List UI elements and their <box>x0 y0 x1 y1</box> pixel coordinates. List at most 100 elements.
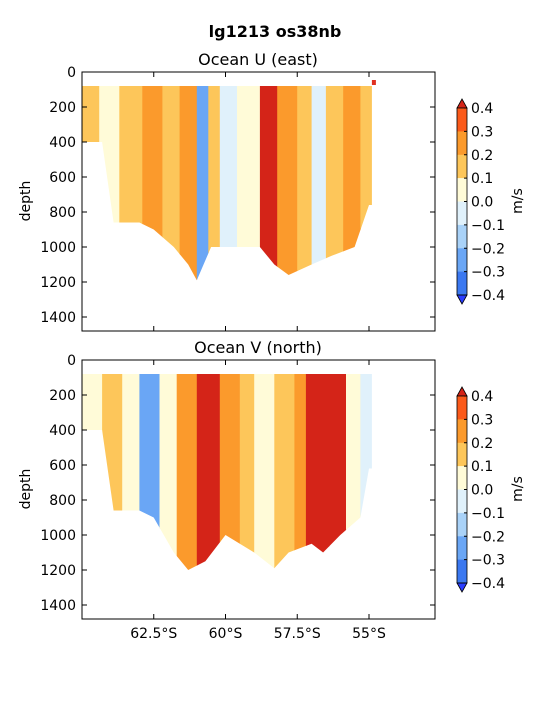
band-u-15 <box>325 86 344 281</box>
ytick-label-u-400: 400 <box>49 135 76 151</box>
y-ticks-u: 0 200 400 600 800 1000 1200 1400 <box>40 65 435 326</box>
colorbar-v: 0.4 0.3 0.2 0.1 0.0 −0.1 −0.2 −0.3 −0.4 <box>456 386 505 593</box>
colorbar-tick-label-u-6: −0.2 <box>471 241 505 257</box>
colorbar-bin-v-4 <box>457 489 467 514</box>
band-u-17 <box>360 86 372 281</box>
colorbar-bin-v-0 <box>457 396 467 420</box>
figure-title: lg1213 os38nb <box>209 22 342 41</box>
band-v-14 <box>346 374 361 570</box>
colorbar-tick-label-v-2: 0.2 <box>471 436 493 452</box>
colorbar-bin-u-4 <box>457 201 467 226</box>
band-v-4 <box>159 374 178 570</box>
band-u-2 <box>119 86 143 281</box>
y-ticks-v: 0 200 400 600 800 1000 1200 1400 <box>40 353 435 614</box>
panel-title-ocean-u: Ocean U (east) <box>198 50 318 69</box>
colorbar-bin-u-0 <box>457 108 467 132</box>
colorbar-bin-u-3 <box>457 178 467 202</box>
panel-ocean-v: Ocean V (north) 0 200 400 600 800 1000 1200 140… <box>18 338 436 642</box>
colorbar-u: 0.4 0.3 0.2 0.1 0.0 −0.1 −0.2 −0.3 −0.4 <box>456 98 505 305</box>
ytick-label-v-1200: 1200 <box>40 563 76 579</box>
ytick-label-u-0: 0 <box>67 65 76 81</box>
band-v-12 <box>305 374 330 570</box>
colorbar-bin-u-5 <box>457 224 467 249</box>
colorbar-extend-max-u <box>456 98 468 109</box>
colorbar-extend-max-v <box>456 386 468 397</box>
ytick-label-u-1000: 1000 <box>40 240 76 256</box>
band-u-4 <box>162 86 181 281</box>
x-ticks-u <box>153 72 370 331</box>
surface-marker-u <box>371 80 376 85</box>
colorbar-label-u: m/s <box>510 188 526 214</box>
data-region-u <box>82 86 372 281</box>
y-axis-label-u: depth <box>18 181 34 222</box>
axes-frame-v <box>81 359 436 620</box>
colorbar-tick-label-u-1: 0.3 <box>471 124 493 140</box>
colorbar-tick-label-u-2: 0.2 <box>471 148 493 164</box>
band-v-8 <box>239 374 255 570</box>
panel-ocean-u: Ocean U (east) 0 200 400 600 800 1000 1200 1400… <box>18 50 436 332</box>
y-axis-label-v: depth <box>18 469 34 510</box>
band-v-10 <box>274 374 295 570</box>
ytick-label-v-200: 200 <box>49 388 76 404</box>
band-v-0 <box>82 374 103 570</box>
band-u-9 <box>237 86 255 281</box>
ytick-label-v-0: 0 <box>67 353 76 369</box>
panel-title-ocean-v: Ocean V (north) <box>194 338 322 357</box>
xtick-label-3: 55°S <box>352 626 386 642</box>
colorbar-tick-label-u-0: 0.4 <box>471 101 493 117</box>
colorbar-tick-label-v-6: −0.2 <box>471 529 505 545</box>
colorbar-bin-u-6 <box>457 248 467 272</box>
xtick-label-0: 62.5°S <box>130 626 177 642</box>
colorbar-tick-label-v-4: 0.0 <box>471 483 493 499</box>
ytick-label-v-800: 800 <box>49 493 76 509</box>
colorbar-bin-v-7 <box>457 559 467 584</box>
band-u-16 <box>343 86 361 281</box>
band-u-8 <box>219 86 238 281</box>
x-ticks-v: 62.5°S 60°S 57.5°S 55°S <box>130 360 386 642</box>
band-u-11 <box>259 86 278 281</box>
colorbar-tick-label-u-5: −0.1 <box>471 218 505 234</box>
ytick-label-v-1400: 1400 <box>40 598 76 614</box>
band-u-12 <box>277 86 298 281</box>
colorbar-bin-u-1 <box>457 131 467 156</box>
colorbar-extend-min-u <box>456 294 468 305</box>
ytick-label-u-1400: 1400 <box>40 310 76 326</box>
colorbar-bin-v-2 <box>457 442 467 467</box>
ytick-label-v-400: 400 <box>49 423 76 439</box>
band-v-6 <box>196 374 221 570</box>
data-region-v <box>82 374 372 570</box>
colorbar-tick-label-u-8: −0.4 <box>471 288 505 304</box>
band-u-14 <box>311 86 327 281</box>
axes-frame-u <box>81 71 436 332</box>
band-u-13 <box>297 86 313 281</box>
colorbar-extend-min-v <box>456 582 468 593</box>
colorbar-bin-v-5 <box>457 512 467 537</box>
ytick-label-v-600: 600 <box>49 458 76 474</box>
colorbar-bin-v-6 <box>457 536 467 560</box>
colorbar-bin-u-2 <box>457 154 467 179</box>
colorbar-tick-label-v-0: 0.4 <box>471 389 493 405</box>
ytick-label-u-800: 800 <box>49 205 76 221</box>
ytick-label-u-1200: 1200 <box>40 275 76 291</box>
band-v-2 <box>122 374 140 570</box>
band-u-1 <box>99 86 120 281</box>
colorbar-tick-label-v-8: −0.4 <box>471 576 505 592</box>
colorbar-tick-label-u-7: −0.3 <box>471 265 505 281</box>
xtick-label-1: 60°S <box>209 626 243 642</box>
band-u-3 <box>142 86 163 281</box>
colorbar-bin-v-3 <box>457 466 467 490</box>
colorbar-tick-label-u-4: 0.0 <box>471 195 493 211</box>
xtick-label-2: 57.5°S <box>274 626 321 642</box>
band-v-11 <box>294 374 307 570</box>
colorbar-bin-u-7 <box>457 271 467 296</box>
colorbar-tick-label-v-7: −0.3 <box>471 553 505 569</box>
band-v-1 <box>102 374 123 570</box>
band-u-7 <box>208 86 221 281</box>
colorbar-tick-label-v-1: 0.3 <box>471 412 493 428</box>
band-v-15 <box>360 374 372 570</box>
band-v-5 <box>176 374 198 570</box>
band-u-6 <box>196 86 209 281</box>
contour-fill-v <box>82 374 372 570</box>
ytick-label-u-600: 600 <box>49 170 76 186</box>
